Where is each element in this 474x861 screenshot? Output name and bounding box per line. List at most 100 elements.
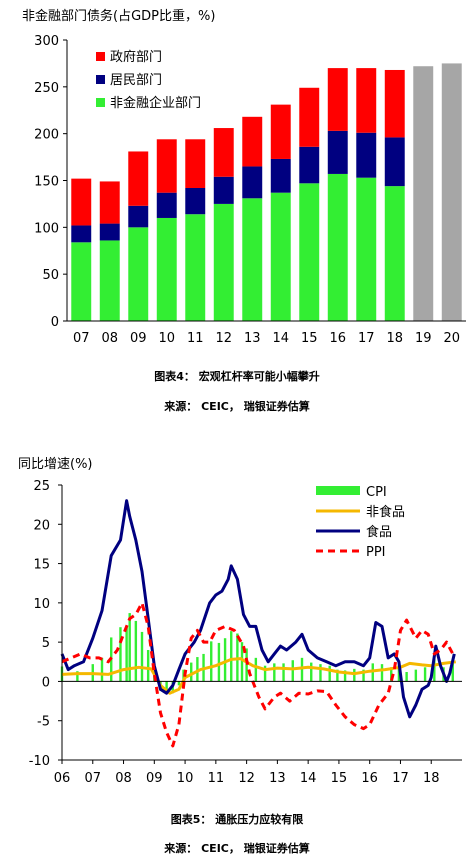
chart1-x-axis: 07 08 09 10 11 12 13 14 15 16 17 18 19 20 xyxy=(67,320,466,346)
chart1-bar-segment xyxy=(128,227,149,321)
chart2-legend-swatch xyxy=(316,486,360,495)
chart2-cpi-bar xyxy=(362,669,365,682)
chart2-cpi-bar xyxy=(76,671,79,682)
chart1-x-tick-label: 07 xyxy=(73,331,90,346)
chart2-title: 同比增速(%) xyxy=(18,457,93,472)
chart2-cpi-bar xyxy=(371,663,374,682)
chart2-cpi-bar xyxy=(128,613,131,682)
chart1-caption: 图表4： 宏观杠杆率可能小幅攀升 xyxy=(154,370,320,383)
chart1-bar-segment xyxy=(128,151,149,206)
chart2-cpi-bar xyxy=(190,662,193,682)
chart1-bar-segment xyxy=(270,104,291,159)
chart2-cpi-bar xyxy=(282,663,285,682)
chart2-x-tick-label: 06 xyxy=(54,771,71,786)
chart1-legend-swatch xyxy=(96,52,105,61)
chart2-y-tick-label: 25 xyxy=(33,479,50,494)
chart2-cpi-bar xyxy=(240,642,244,682)
chart1-bar-segment xyxy=(71,225,92,243)
chart2-x-tick-label: 10 xyxy=(177,771,194,786)
chart1-y-tick-label: 0 xyxy=(51,315,59,330)
chart1-x-tick-label: 09 xyxy=(130,331,147,346)
chart2-cpi-bar xyxy=(177,681,181,686)
chart2-y-tick-label: -10 xyxy=(29,754,50,769)
chart1-title: 非金融部门债务(占GDP比重，%) xyxy=(22,8,215,24)
chart2-lines xyxy=(60,499,456,748)
chart2-cpi-bar xyxy=(390,667,393,682)
chart1-bar-segment xyxy=(270,158,291,193)
chart1-bar-segment xyxy=(299,146,320,184)
chart1-x-tick-label: 16 xyxy=(329,331,346,346)
chart1-bar-segment xyxy=(99,181,120,224)
chart1-x-tick-label: 17 xyxy=(358,331,375,346)
chart1-source: 来源： CEIC， 瑞银证券估算 xyxy=(164,400,310,413)
chart1-bar-segment xyxy=(213,176,234,204)
chart2-cpi-bar xyxy=(196,657,199,682)
chart2-cpi-bar xyxy=(405,672,408,682)
chart1-y-tick-label: 150 xyxy=(34,175,59,190)
chart1-bar-segment xyxy=(185,214,206,321)
chart2-x-tick-label: 18 xyxy=(423,771,440,786)
chart1-x-tick-label: 11 xyxy=(187,331,204,346)
chart1-bar-segment xyxy=(213,203,234,321)
chart2-cpi-bar xyxy=(210,641,213,682)
chart2-cpi-bar xyxy=(134,620,138,682)
chart1-bar-segment xyxy=(356,177,377,321)
chart2-cpi-bar xyxy=(263,665,267,682)
chart1-legend-label: 政府部门 xyxy=(110,50,162,65)
chart2-cpi-bar xyxy=(291,660,294,682)
chart2-cpi-bar xyxy=(414,669,418,682)
chart2-cpi-bar xyxy=(273,663,276,682)
chart1-bar-segment xyxy=(384,137,405,187)
chart2-cpi-bar xyxy=(217,642,221,682)
chart1-x-tick-label: 14 xyxy=(272,331,289,346)
chart1-x-tick-label: 20 xyxy=(443,331,460,346)
chart2-cpi-bar xyxy=(343,670,347,682)
chart1-bar-segment xyxy=(185,187,206,215)
chart2-line-food xyxy=(60,499,456,719)
chart2-cpi-bar xyxy=(165,681,168,693)
chart1-bar-segment xyxy=(356,68,377,133)
chart2-cpi-bar xyxy=(423,667,427,682)
chart1-bar-segment xyxy=(327,173,348,321)
chart2-x-tick-label: 17 xyxy=(392,771,409,786)
chart1-bar-segment xyxy=(384,186,405,321)
chart2-cpi-bar xyxy=(100,657,104,682)
chart2-cpi-bar xyxy=(140,631,144,682)
chart2-caption: 图表5： 通胀压力应较有限 xyxy=(170,813,304,826)
chart1-bar-segment xyxy=(156,217,177,321)
chart2-x-tick-label: 11 xyxy=(208,771,225,786)
chart1-legend-label: 非金融企业部门 xyxy=(110,95,201,111)
chart2-cpi-bar xyxy=(119,627,122,682)
inflation-chart: 同比增速(%) 25 20 15 10 5 0 -5 -10 06 07 08 09 10 11 12 13 1… xyxy=(18,457,462,786)
chart1-legend-swatch xyxy=(96,75,105,84)
chart1-x-tick-label: 10 xyxy=(158,331,175,346)
chart2-cpi-bar xyxy=(223,638,227,682)
chart1-y-tick-label: 100 xyxy=(34,221,59,236)
chart1-bar-segment xyxy=(156,192,177,218)
chart1-bar-segment xyxy=(99,240,120,321)
chart2-cpi-bar xyxy=(125,625,128,682)
chart2-cpi-bar xyxy=(328,665,331,682)
chart2-x-tick-label: 13 xyxy=(269,771,286,786)
chart2-cpi-bar xyxy=(254,657,258,682)
chart1-bar-segment xyxy=(242,166,263,199)
chart2-cpi-bar xyxy=(380,664,384,682)
chart2-line-ppi xyxy=(61,601,455,748)
chart2-cpi-bar xyxy=(353,668,356,682)
chart2-cpi-bar xyxy=(433,658,436,682)
chart1-bar-segment xyxy=(327,130,348,174)
chart1-bar-segment xyxy=(213,128,234,177)
chart1-bar-segment xyxy=(413,66,434,321)
chart2-x-tick-label: 15 xyxy=(331,771,348,786)
chart1-bar-segment xyxy=(99,223,120,241)
chart2-cpi-bar xyxy=(451,663,454,682)
chart2-y-tick-label: 5 xyxy=(42,636,50,651)
chart1-bar-segment xyxy=(441,63,462,322)
chart2-legend-label: 食品 xyxy=(366,524,392,540)
chart1-bar-segment xyxy=(299,183,320,321)
chart1-x-tick-label: 15 xyxy=(301,331,318,346)
chart1-bar-segment xyxy=(384,69,405,138)
